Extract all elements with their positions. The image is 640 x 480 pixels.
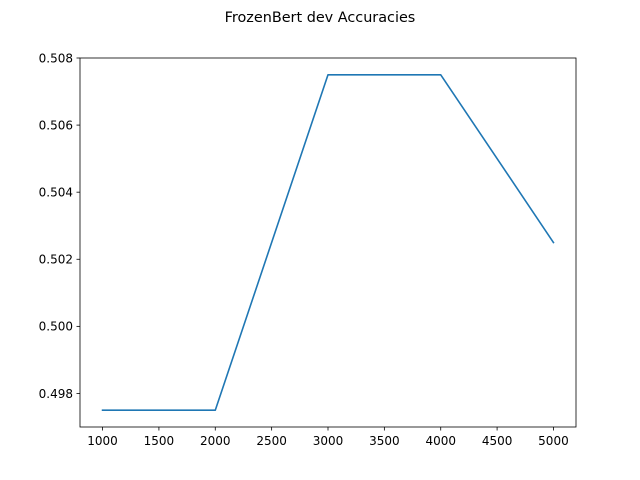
- x-axis: 1000 1500 2000 2500 3000 3500 4000 4500 5000: [87, 427, 569, 448]
- y-tick-label: 0.508: [39, 51, 73, 65]
- y-tick-label: 0.498: [39, 387, 73, 401]
- x-tick-label: 3000: [313, 434, 344, 448]
- x-tick-label: 5000: [538, 434, 569, 448]
- x-tick-label: 1500: [144, 434, 175, 448]
- y-axis: 0.498 0.500 0.502 0.504 0.506 0.508: [39, 51, 80, 401]
- y-tick-label: 0.504: [39, 185, 73, 199]
- x-tick-label: 3500: [369, 434, 400, 448]
- x-tick-label: 4500: [482, 434, 513, 448]
- y-tick-label: 0.502: [39, 253, 73, 267]
- plot-area: [80, 58, 576, 427]
- y-tick-label: 0.500: [39, 320, 73, 334]
- x-tick-label: 2000: [200, 434, 231, 448]
- series-line: [101, 73, 555, 412]
- x-tick-label: 1000: [87, 434, 118, 448]
- series-layer: [101, 73, 555, 412]
- x-tick-label: 2500: [256, 434, 287, 448]
- plot-frame: [79, 57, 577, 428]
- y-tick-label: 0.506: [39, 118, 73, 132]
- chart-title: FrozenBert dev Accuracies: [225, 10, 416, 26]
- x-tick-label: 4000: [425, 434, 456, 448]
